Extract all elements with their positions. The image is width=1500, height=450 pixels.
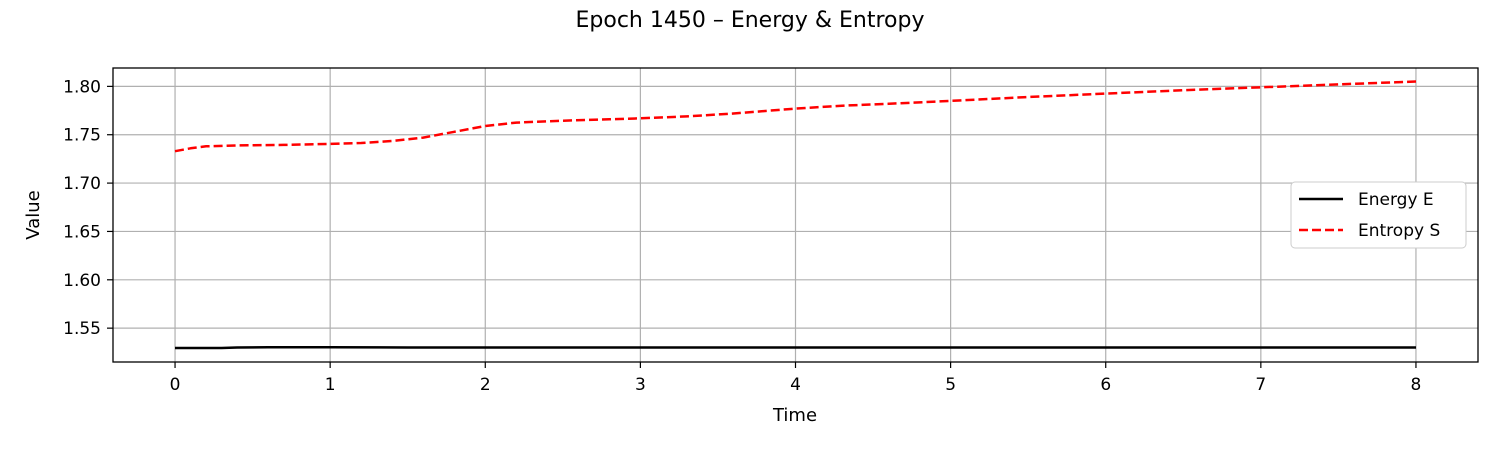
x-tick-label: 3 bbox=[635, 375, 646, 395]
grid bbox=[113, 68, 1478, 362]
y-tick-label: 1.75 bbox=[63, 126, 101, 146]
y-tick-label: 1.55 bbox=[63, 319, 101, 339]
y-tick-label: 1.65 bbox=[63, 222, 101, 242]
y-axis-label: Value bbox=[23, 190, 44, 239]
x-axis-ticks: 0 1 2 3 4 5 6 7 8 bbox=[170, 362, 1422, 395]
legend: Energy E Entropy S bbox=[1290, 181, 1467, 249]
y-tick-label: 1.60 bbox=[63, 271, 101, 291]
x-tick-label: 2 bbox=[480, 375, 491, 395]
x-tick-label: 6 bbox=[1100, 375, 1111, 395]
chart-title: Epoch 1450 – Energy & Entropy bbox=[576, 8, 925, 33]
series-line-energy-e bbox=[175, 346, 1416, 350]
x-tick-label: 8 bbox=[1411, 375, 1422, 395]
y-tick-label: 1.80 bbox=[63, 77, 101, 97]
y-tick-label: 1.70 bbox=[63, 174, 101, 194]
x-tick-label: 4 bbox=[790, 375, 801, 395]
x-tick-label: 5 bbox=[945, 375, 956, 395]
legend-label-entropy: Entropy S bbox=[1358, 221, 1440, 241]
x-tick-label: 1 bbox=[325, 375, 336, 395]
series-line-entropy-s bbox=[174, 80, 1417, 153]
x-tick-label: 0 bbox=[170, 375, 181, 395]
plot-series bbox=[174, 80, 1417, 350]
x-tick-label: 7 bbox=[1255, 375, 1266, 395]
legend-label-energy: Energy E bbox=[1358, 190, 1434, 210]
y-axis-ticks: 1.55 1.60 1.65 1.70 1.75 1.80 bbox=[63, 77, 113, 339]
x-axis-label: Time bbox=[772, 405, 817, 426]
